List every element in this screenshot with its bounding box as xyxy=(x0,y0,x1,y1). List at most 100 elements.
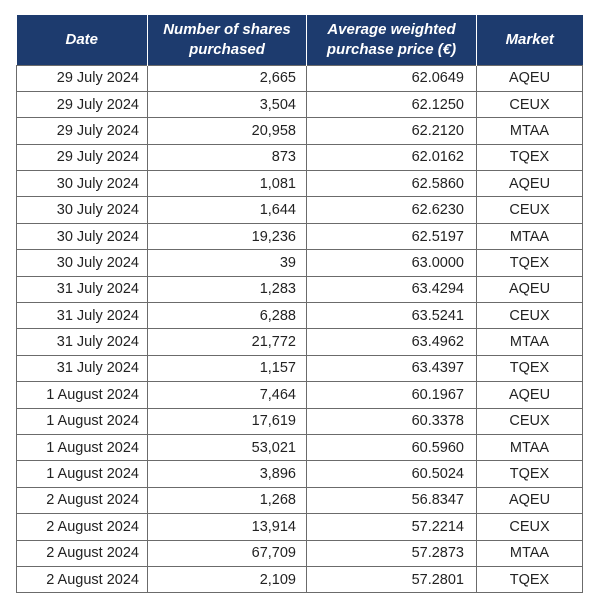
price-cell: 63.4294 xyxy=(306,275,477,304)
shares-cell: 13,914 xyxy=(147,513,307,541)
table-row: 2 August 2024 2,109 57.2801 TQEX xyxy=(16,565,583,594)
date-cell: 1 August 2024 xyxy=(16,460,148,488)
shares-cell: 2,665 xyxy=(147,64,307,92)
price-cell: 60.5960 xyxy=(306,433,477,462)
date-cell: 30 July 2024 xyxy=(16,196,148,224)
date-cell: 2 August 2024 xyxy=(16,539,148,567)
price-cell: 62.6230 xyxy=(306,196,477,224)
table-row: 29 July 2024 3,504 62.1250 CEUX xyxy=(16,90,583,119)
table-row: 30 July 2024 1,644 62.6230 CEUX xyxy=(16,196,583,224)
price-cell: 63.5241 xyxy=(306,302,477,330)
table-row: 31 July 2024 1,157 63.4397 TQEX xyxy=(16,354,583,383)
price-cell: 60.5024 xyxy=(306,460,477,488)
price-cell: 62.5197 xyxy=(306,222,477,251)
market-cell: MTAA xyxy=(476,433,583,462)
market-cell: AQEU xyxy=(476,275,583,304)
shares-cell: 1,081 xyxy=(147,170,307,198)
price-cell: 57.2873 xyxy=(306,539,477,567)
date-cell: 31 July 2024 xyxy=(16,354,148,383)
header-date: Date xyxy=(16,15,148,65)
price-cell: 62.1250 xyxy=(306,90,477,119)
shares-cell: 1,283 xyxy=(147,275,307,304)
shares-cell: 7,464 xyxy=(147,381,307,409)
table-row: 1 August 2024 3,896 60.5024 TQEX xyxy=(16,460,583,488)
market-cell: CEUX xyxy=(476,90,583,119)
shares-cell: 1,268 xyxy=(147,486,307,515)
shares-cell: 19,236 xyxy=(147,222,307,251)
price-cell: 63.0000 xyxy=(306,249,477,277)
shares-cell: 1,157 xyxy=(147,354,307,383)
date-cell: 29 July 2024 xyxy=(16,90,148,119)
date-cell: 30 July 2024 xyxy=(16,170,148,198)
date-cell: 29 July 2024 xyxy=(16,64,148,92)
table-row: 30 July 2024 1,081 62.5860 AQEU xyxy=(16,170,583,198)
shares-cell: 6,288 xyxy=(147,302,307,330)
table-row: 1 August 2024 53,021 60.5960 MTAA xyxy=(16,433,583,462)
market-cell: TQEX xyxy=(476,249,583,277)
price-cell: 62.0649 xyxy=(306,64,477,92)
market-cell: CEUX xyxy=(476,407,583,435)
price-cell: 56.8347 xyxy=(306,486,477,515)
header-number-of-shares: Number of shares purchased xyxy=(147,15,307,65)
market-cell: AQEU xyxy=(476,381,583,409)
shares-cell: 21,772 xyxy=(147,328,307,356)
shares-cell: 873 xyxy=(147,143,307,172)
price-cell: 60.1967 xyxy=(306,381,477,409)
price-cell: 60.3378 xyxy=(306,407,477,435)
shares-cell: 67,709 xyxy=(147,539,307,567)
market-cell: AQEU xyxy=(476,170,583,198)
date-cell: 31 July 2024 xyxy=(16,275,148,304)
date-cell: 1 August 2024 xyxy=(16,407,148,435)
market-cell: CEUX xyxy=(476,302,583,330)
date-cell: 29 July 2024 xyxy=(16,117,148,145)
market-cell: MTAA xyxy=(476,539,583,567)
market-cell: AQEU xyxy=(476,486,583,515)
market-cell: MTAA xyxy=(476,222,583,251)
shares-cell: 39 xyxy=(147,249,307,277)
header-average-price: Average weighted purchase price (€) xyxy=(306,15,477,65)
market-cell: TQEX xyxy=(476,565,583,594)
table-row: 31 July 2024 6,288 63.5241 CEUX xyxy=(16,302,583,330)
table-body: 29 July 2024 2,665 62.0649 AQEU 29 July 2024… xyxy=(16,64,583,594)
price-cell: 57.2214 xyxy=(306,513,477,541)
table-row: 1 August 2024 17,619 60.3378 CEUX xyxy=(16,407,583,435)
market-cell: MTAA xyxy=(476,328,583,356)
shares-cell: 3,896 xyxy=(147,460,307,488)
market-cell: AQEU xyxy=(476,64,583,92)
market-cell: MTAA xyxy=(476,117,583,145)
shares-cell: 1,644 xyxy=(147,196,307,224)
shares-cell: 3,504 xyxy=(147,90,307,119)
header-market: Market xyxy=(476,15,583,65)
shares-cell: 20,958 xyxy=(147,117,307,145)
market-cell: TQEX xyxy=(476,460,583,488)
date-cell: 29 July 2024 xyxy=(16,143,148,172)
date-cell: 2 August 2024 xyxy=(16,486,148,515)
date-cell: 31 July 2024 xyxy=(16,302,148,330)
table-row: 30 July 2024 19,236 62.5197 MTAA xyxy=(16,222,583,251)
date-cell: 2 August 2024 xyxy=(16,565,148,594)
price-cell: 62.0162 xyxy=(306,143,477,172)
share-purchase-table-container: Date Number of shares purchased Average … xyxy=(16,15,583,594)
table-header: Date Number of shares purchased Average … xyxy=(16,15,583,65)
table-row: 2 August 2024 1,268 56.8347 AQEU xyxy=(16,486,583,515)
market-cell: CEUX xyxy=(476,196,583,224)
table-row: 1 August 2024 7,464 60.1967 AQEU xyxy=(16,381,583,409)
date-cell: 30 July 2024 xyxy=(16,222,148,251)
table-row: 29 July 2024 20,958 62.2120 MTAA xyxy=(16,117,583,145)
table-row: 29 July 2024 2,665 62.0649 AQEU xyxy=(16,64,583,92)
table-row: 29 July 2024 873 62.0162 TQEX xyxy=(16,143,583,172)
market-cell: CEUX xyxy=(476,513,583,541)
date-cell: 2 August 2024 xyxy=(16,513,148,541)
shares-cell: 53,021 xyxy=(147,433,307,462)
price-cell: 62.2120 xyxy=(306,117,477,145)
date-cell: 31 July 2024 xyxy=(16,328,148,356)
shares-cell: 2,109 xyxy=(147,565,307,594)
table-row: 31 July 2024 21,772 63.4962 MTAA xyxy=(16,328,583,356)
table-row: 31 July 2024 1,283 63.4294 AQEU xyxy=(16,275,583,304)
date-cell: 30 July 2024 xyxy=(16,249,148,277)
price-cell: 57.2801 xyxy=(306,565,477,594)
share-purchase-table: Date Number of shares purchased Average … xyxy=(16,15,583,594)
header-row: Date Number of shares purchased Average … xyxy=(16,15,583,65)
price-cell: 62.5860 xyxy=(306,170,477,198)
table-row: 2 August 2024 67,709 57.2873 MTAA xyxy=(16,539,583,567)
